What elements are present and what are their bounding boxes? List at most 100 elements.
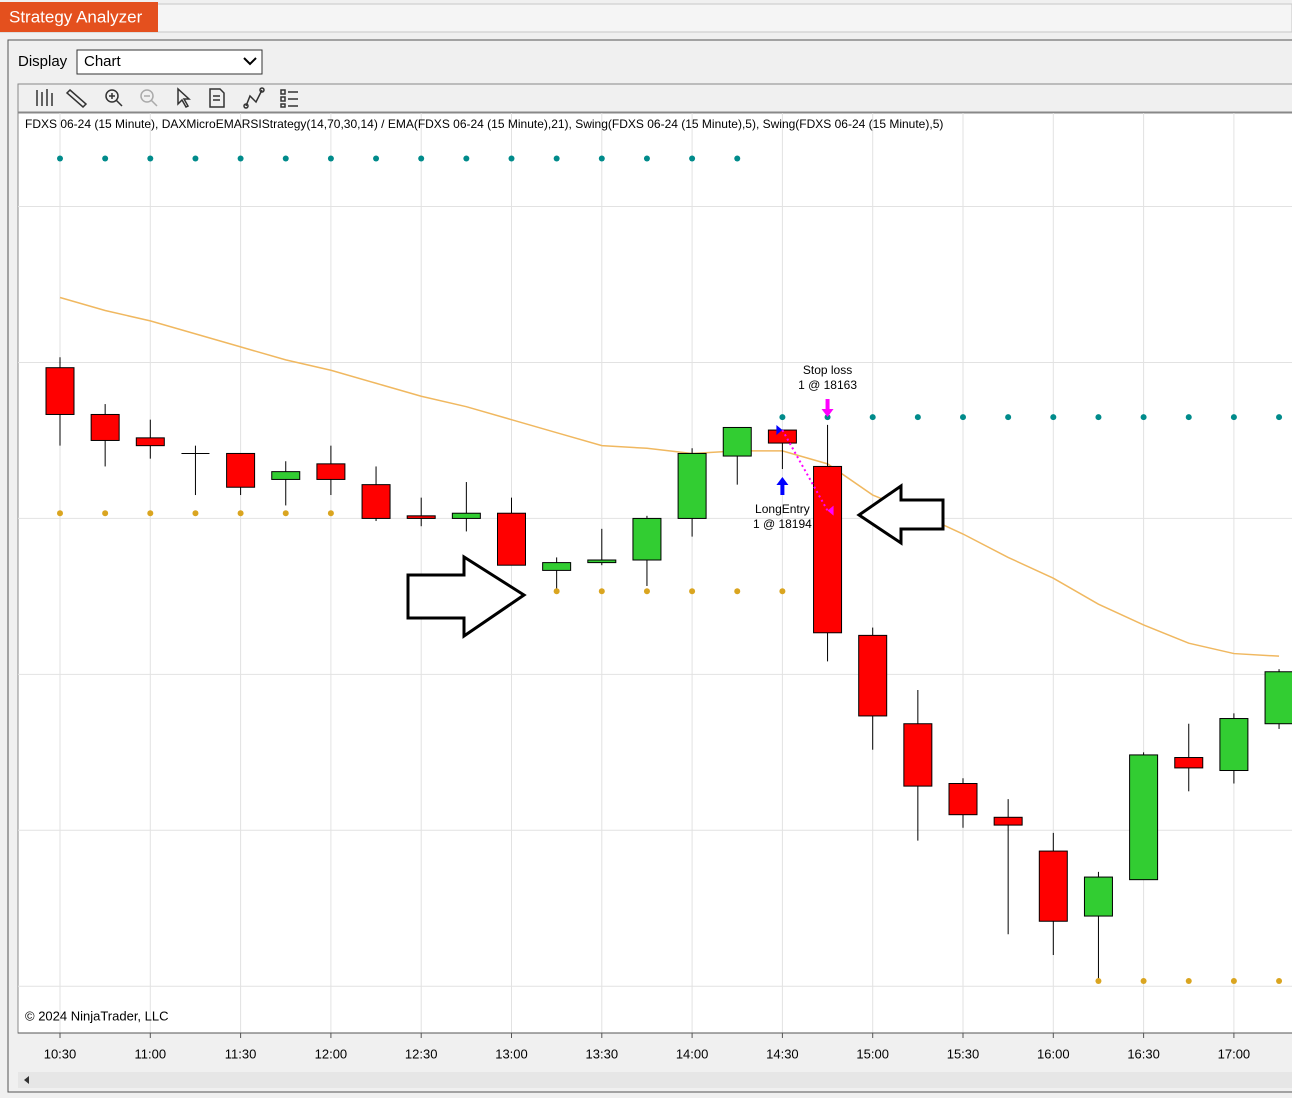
swing-low-dot bbox=[282, 510, 289, 517]
candle-body bbox=[1083, 876, 1113, 917]
entry-marker bbox=[776, 425, 783, 436]
swing-high-dot bbox=[734, 155, 741, 162]
toolbar bbox=[17, 83, 1292, 113]
swing-low-dot bbox=[553, 588, 560, 595]
x-tick-label: 13:00 bbox=[495, 1046, 528, 1061]
tab-title: Strategy Analyzer bbox=[9, 7, 143, 26]
candle-body bbox=[587, 559, 617, 564]
exit-label: Stop loss bbox=[803, 363, 852, 377]
swing-low-dot bbox=[1230, 978, 1237, 985]
candle-body bbox=[813, 465, 843, 634]
candle-body bbox=[451, 512, 481, 519]
x-tick-label: 14:00 bbox=[676, 1046, 709, 1061]
swing-high-dot bbox=[508, 155, 515, 162]
swing-low-dot bbox=[1185, 978, 1192, 985]
x-tick-label: 15:00 bbox=[856, 1046, 889, 1061]
tab-bar bbox=[0, 3, 1292, 33]
swing-high-dot bbox=[643, 155, 650, 162]
scrollbar[interactable] bbox=[18, 1072, 1292, 1088]
candle-body bbox=[406, 515, 436, 519]
swing-low-dot bbox=[1140, 978, 1147, 985]
candle-body bbox=[632, 517, 662, 561]
x-tick-label: 11:00 bbox=[135, 1046, 167, 1061]
swing-high-dot bbox=[1050, 414, 1057, 421]
swing-low-dot bbox=[689, 588, 696, 595]
swing-high-dot bbox=[960, 414, 966, 421]
swing-high-dot bbox=[689, 155, 696, 162]
x-tick-label: 12:00 bbox=[315, 1046, 348, 1061]
swing-high-dot bbox=[282, 155, 289, 162]
x-tick-label: 13:30 bbox=[586, 1046, 619, 1061]
swing-high-dot bbox=[102, 155, 109, 162]
toolbar-icons[interactable] bbox=[36, 87, 298, 109]
tab[interactable] bbox=[0, 2, 158, 32]
candle-body bbox=[1129, 754, 1159, 881]
swing-high-dot bbox=[147, 155, 154, 162]
exit-arrow bbox=[821, 399, 834, 417]
exit-marker bbox=[827, 505, 834, 516]
candle-body bbox=[858, 634, 888, 717]
candle-body bbox=[948, 783, 978, 816]
swing-high-dot bbox=[237, 155, 244, 162]
candle-body bbox=[542, 562, 572, 571]
candle-body bbox=[677, 452, 707, 519]
copyright: © 2024 NinjaTrader, LLC bbox=[25, 1008, 169, 1023]
swing-low-dot bbox=[734, 588, 741, 595]
chart-title: FDXS 06-24 (15 Minute), DAXMicroEMARSISt… bbox=[25, 117, 943, 131]
candle-body bbox=[1264, 671, 1292, 725]
annotation-arrow-right bbox=[406, 554, 527, 639]
candle-body bbox=[226, 452, 256, 488]
x-tick-label: 16:30 bbox=[1127, 1046, 1160, 1061]
x-tick-label: 16:00 bbox=[1037, 1046, 1070, 1061]
swing-low-dot bbox=[1095, 978, 1102, 985]
swing-high-dot bbox=[598, 155, 605, 162]
swing-high-dot bbox=[1230, 414, 1237, 421]
entry-fill: 1 @ 18194 bbox=[753, 517, 812, 531]
ema-line bbox=[59, 296, 1280, 657]
swing-low-dot bbox=[327, 510, 334, 517]
x-tick-label: 12:30 bbox=[405, 1046, 438, 1061]
swing-high-dot bbox=[553, 155, 560, 162]
candle-body bbox=[1174, 757, 1204, 769]
swing-high-dot bbox=[1140, 414, 1147, 421]
swing-low-dot bbox=[57, 510, 63, 517]
exit-fill: 1 @ 18163 bbox=[798, 378, 857, 392]
x-tick-label: 15:30 bbox=[947, 1046, 980, 1061]
candle-body bbox=[497, 512, 526, 566]
candle-body bbox=[271, 471, 301, 480]
swing-low-dot bbox=[147, 510, 154, 517]
swing-high-dot bbox=[1005, 414, 1012, 421]
swing-high-dot bbox=[373, 155, 380, 162]
swing-high-dot bbox=[779, 414, 786, 421]
display-select[interactable] bbox=[76, 49, 263, 75]
swing-low-dot bbox=[598, 588, 605, 595]
swing-high-dot bbox=[192, 155, 199, 162]
scroll-left[interactable] bbox=[24, 1076, 29, 1084]
x-tick-label: 10:30 bbox=[44, 1046, 77, 1061]
candle-body bbox=[722, 426, 752, 457]
display-label: Display bbox=[18, 53, 68, 70]
swing-high-dot bbox=[869, 414, 876, 421]
swing-low-dot bbox=[643, 588, 650, 595]
swing-high-dot bbox=[463, 155, 470, 162]
trade-link bbox=[781, 429, 829, 512]
swing-low-dot bbox=[779, 588, 786, 595]
swing-high-dot bbox=[1095, 414, 1102, 421]
x-tick-label: 17:00 bbox=[1218, 1046, 1251, 1061]
candle-body bbox=[993, 816, 1023, 826]
candle-body bbox=[903, 723, 933, 787]
swing-high-dot bbox=[327, 155, 334, 162]
entry-label: LongEntry bbox=[755, 502, 810, 516]
swing-low-dot bbox=[237, 510, 244, 517]
candle-body bbox=[90, 413, 120, 441]
swing-low-dot bbox=[192, 510, 199, 517]
x-tick-label: 11:30 bbox=[225, 1046, 257, 1061]
dropdown-arrow bbox=[243, 57, 257, 66]
swing-high-dot bbox=[418, 155, 425, 162]
swing-high-dot bbox=[1276, 414, 1283, 421]
candle-body bbox=[1038, 850, 1068, 922]
candle-body bbox=[135, 437, 165, 447]
swing-low-dot bbox=[1276, 978, 1283, 985]
